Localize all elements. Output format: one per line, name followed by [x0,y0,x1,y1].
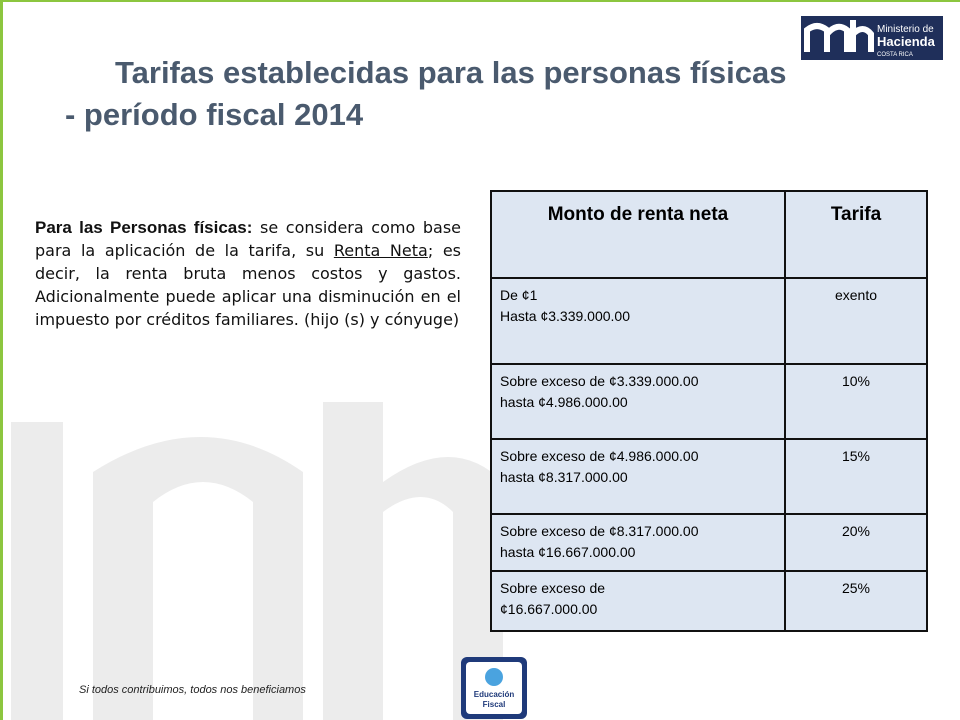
rate-cell: 20% [784,513,928,572]
amount-cell: De ¢1 Hasta ¢3.339.000.00 [490,277,786,365]
row: Sobre exceso de ¢8.317.000.00 hasta ¢16.6… [490,513,928,572]
header-cell: Tarifa [784,190,928,279]
title: Tarifas establecidas para las personas f… [65,55,787,132]
cell-line: Sobre exceso de ¢8.317.000.00 [500,523,699,539]
emphasis: Renta Neta [333,241,428,260]
amount-cell: Sobre exceso de ¢4.986.000.00 hasta ¢8.31… [490,438,786,515]
row: Sobre exceso de ¢16.667.000.00 25% [490,570,928,632]
logo-text: COSTA RICA [877,52,913,58]
logo-text: Hacienda [877,34,936,49]
cell-line: ¢16.667.000.00 [500,601,598,617]
intro-paragraph: Para las Personas físicas: se considera … [35,216,461,331]
cell-line: hasta ¢4.986.000.00 [500,394,628,410]
cell-line: De ¢1 [500,287,538,303]
row: Sobre exceso de ¢3.339.000.00 hasta ¢4.98… [490,363,928,440]
row: Sobre exceso de ¢4.986.000.00 hasta ¢8.31… [490,438,928,515]
rate-table: Monto de renta neta Tarifa De ¢1 Hasta ¢3… [490,190,928,632]
rate-cell: exento [784,277,928,365]
rate-cell: 10% [784,363,928,440]
rate-cell: 15% [784,438,928,515]
badge-text: Fiscal [483,700,506,709]
amount-cell: Sobre exceso de ¢3.339.000.00 hasta ¢4.98… [490,363,786,440]
cell-line: Sobre exceso de ¢4.986.000.00 [500,448,699,464]
watermark: Ministerio de Hacienda COSTA RICA Educac… [11,16,943,720]
cell-line: Hasta ¢3.339.000.00 [500,308,630,324]
logo-text: Ministerio de [877,24,934,35]
slogan: Si todos contribuimos, todos nos benefic… [79,684,306,696]
badge-text: Educación [474,690,515,699]
lead: Para las Personas físicas: [35,218,253,237]
rate-cell: 25% [784,570,928,632]
amount-cell: Sobre exceso de ¢16.667.000.00 [490,570,786,632]
cell-line: Sobre exceso de ¢3.339.000.00 [500,373,699,389]
row: De ¢1 Hasta ¢3.339.000.00 exento [490,277,928,365]
amount-cell: Sobre exceso de ¢8.317.000.00 hasta ¢16.6… [490,513,786,572]
text: se considera como base para la aplicació… [35,218,461,260]
text: ; es decir, la renta bruta menos costos … [35,241,462,329]
cell-line: Sobre exceso de [500,580,606,596]
cell-line: hasta ¢8.317.000.00 [500,469,628,485]
cell-line: hasta ¢16.667.000.00 [500,544,636,560]
header-cell: Monto de renta neta [490,190,786,279]
